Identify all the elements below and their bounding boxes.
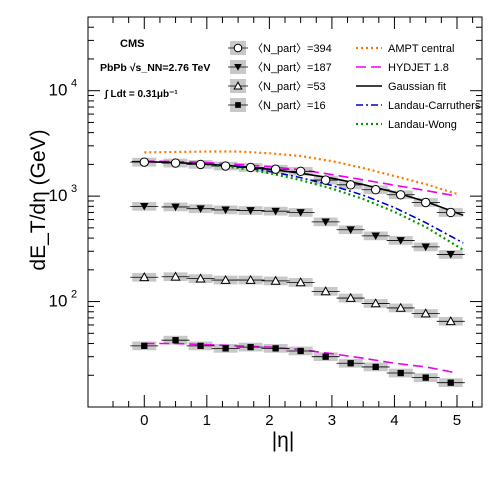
legend-marker xyxy=(235,102,241,108)
data-point xyxy=(372,363,379,371)
data-point xyxy=(320,286,331,296)
data-point xyxy=(395,302,406,312)
data-point xyxy=(447,379,454,386)
data-point xyxy=(222,345,229,352)
legend-label: Landau-Carruthers xyxy=(388,100,481,112)
data-point xyxy=(295,277,306,287)
x-tick-label: 2 xyxy=(265,412,273,429)
data-point xyxy=(141,342,148,350)
data-point xyxy=(197,342,204,350)
data-point xyxy=(346,226,355,234)
data-point xyxy=(171,203,180,212)
legend-marker xyxy=(233,43,243,53)
data-point xyxy=(271,207,280,216)
x-tick-label: 1 xyxy=(203,412,211,429)
y-axis-label: dE_T/dη (GeV) xyxy=(27,129,50,270)
x-tick-label: 3 xyxy=(328,412,336,429)
data-point xyxy=(371,232,380,241)
legend-label: HYDJET 1.8 xyxy=(388,62,449,74)
data-point xyxy=(170,158,181,168)
annotations: CMS PbPb √s_NN=2.76 TeV ∫ Ldt = 0.31μb⁻¹ xyxy=(100,38,210,100)
data-point xyxy=(195,159,206,170)
data-point xyxy=(170,271,181,281)
data-point xyxy=(245,162,256,173)
system-label: PbPb √s_NN=2.76 TeV xyxy=(100,62,210,74)
data-point xyxy=(247,343,254,351)
x-tick-label: 0 xyxy=(140,412,148,429)
legend-label: 〈N_part〉=394 xyxy=(252,42,332,55)
data-point xyxy=(347,360,354,367)
data-point xyxy=(395,190,406,200)
data-point xyxy=(295,166,306,176)
legend-marker xyxy=(233,81,243,90)
model-curve xyxy=(144,150,458,195)
data-point xyxy=(139,272,150,282)
legend-label: AMPT central xyxy=(388,43,454,55)
data-point xyxy=(446,207,456,218)
data-point xyxy=(172,337,179,344)
data-point xyxy=(297,347,304,355)
legend: 〈N_part〉=394 〈N_part〉=187 〈N_part〉=53 〈N_pa… xyxy=(228,41,481,131)
data-point xyxy=(272,345,279,352)
data-point xyxy=(196,205,205,213)
y-tick-exponent: 3 xyxy=(71,183,77,195)
y-tick-exponent: 4 xyxy=(71,78,77,90)
data-point xyxy=(446,251,455,259)
data-point xyxy=(422,374,429,381)
legend-label: 〈N_part〉=16 xyxy=(252,99,326,112)
data-point xyxy=(370,185,381,195)
data-point xyxy=(221,206,230,215)
data-point xyxy=(321,218,330,227)
data-point xyxy=(421,243,430,252)
data-point xyxy=(220,274,231,284)
data-point xyxy=(220,161,231,171)
data-point xyxy=(246,207,255,215)
legend-label: Landau-Wong xyxy=(388,119,457,131)
data-point xyxy=(270,164,281,174)
x-tick-label: 4 xyxy=(390,412,398,429)
data-points xyxy=(130,157,465,386)
data-point xyxy=(370,298,381,308)
y-tick-label: 10 xyxy=(49,81,68,100)
data-point xyxy=(345,292,356,302)
y-tick-label: 10 xyxy=(49,292,68,311)
data-point xyxy=(420,308,431,318)
legend-marker xyxy=(234,63,242,71)
data-point xyxy=(195,273,206,283)
data-point xyxy=(270,275,281,285)
data-point xyxy=(140,202,149,211)
data-point xyxy=(397,369,404,377)
legend-label: 〈N_part〉=187 xyxy=(252,61,332,74)
luminosity-label: ∫ Ldt = 0.31μb⁻¹ xyxy=(104,89,178,100)
y-tick-exponent: 2 xyxy=(71,289,77,301)
experiment-label: CMS xyxy=(120,38,144,50)
data-point xyxy=(345,180,356,190)
x-tick-label: 5 xyxy=(453,412,461,429)
data-point xyxy=(139,157,149,167)
legend-label: 〈N_part〉=53 xyxy=(252,80,326,93)
data-point xyxy=(296,209,305,217)
data-point xyxy=(396,237,405,245)
data-point xyxy=(445,316,456,326)
data-point xyxy=(320,175,331,185)
data-point xyxy=(245,274,256,284)
y-tick-label: 10 xyxy=(49,186,68,205)
data-point xyxy=(421,197,431,208)
x-axis-label: |η| xyxy=(272,429,295,452)
data-point xyxy=(322,353,329,360)
legend-label: Gaussian fit xyxy=(388,81,446,93)
